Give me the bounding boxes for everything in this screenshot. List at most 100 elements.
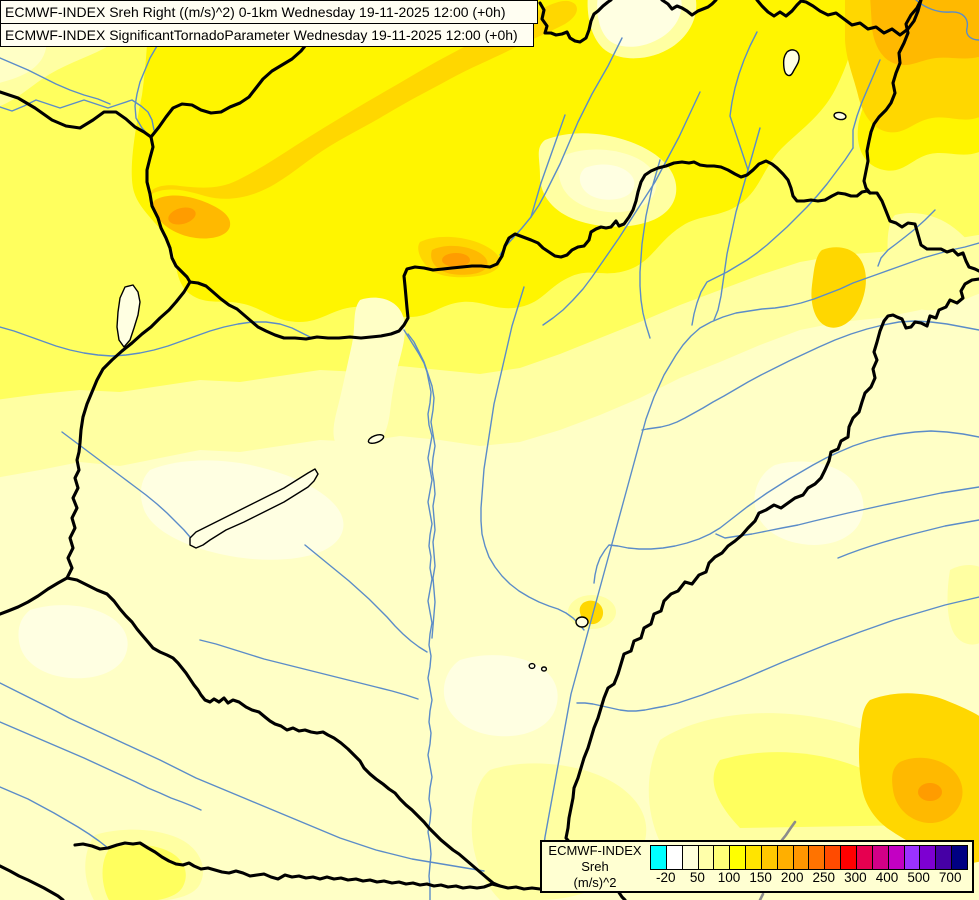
river-hernad-upper bbox=[729, 31, 758, 171]
fill-ua-corner-pale bbox=[887, 213, 979, 311]
legend-ticks: -20 50 100 150 200 250 300 400 500 700 bbox=[542, 870, 972, 890]
colorbar-tick: 150 bbox=[749, 870, 772, 885]
fill-gold-band bbox=[148, 0, 577, 199]
lake-neusiedl bbox=[116, 284, 141, 348]
title-line-1: ECMWF-INDEX Sreh Right ((m/s)^2) 0-1km W… bbox=[0, 0, 538, 24]
river-raba bbox=[0, 321, 311, 357]
river-maros bbox=[576, 596, 979, 712]
fill-orange-spot-west bbox=[168, 207, 196, 225]
lake-tisza-to bbox=[575, 616, 589, 628]
border-poland-slovakia-b bbox=[660, 0, 718, 17]
river-hernad bbox=[713, 127, 761, 321]
river-zagyva bbox=[480, 286, 585, 631]
colorbar-cell bbox=[888, 846, 905, 869]
lake-velence bbox=[367, 434, 385, 444]
river-kapos bbox=[199, 639, 419, 700]
river-sajo bbox=[639, 159, 661, 339]
river-danube-upper bbox=[0, 99, 155, 131]
border-austria-czech bbox=[0, 90, 153, 139]
fill-gold-east bbox=[811, 247, 866, 328]
colorbar-tick: 300 bbox=[844, 870, 867, 885]
river-mura bbox=[0, 721, 202, 811]
colorbar-tick: 500 bbox=[907, 870, 930, 885]
river-nitra bbox=[530, 114, 566, 218]
lake-small-2 bbox=[540, 666, 548, 672]
colorbar-tick: 400 bbox=[875, 870, 899, 885]
colorbar-cell bbox=[793, 846, 810, 869]
colorbar-tick: 200 bbox=[780, 870, 804, 885]
border-austria-slovenia bbox=[0, 576, 69, 616]
fill-west-danube-streak bbox=[333, 297, 405, 456]
fill-east-central-pale bbox=[754, 461, 864, 545]
border-croatia-hungary-drava bbox=[73, 841, 542, 891]
legend-subtitle: Sreh bbox=[581, 859, 609, 874]
fill-orange-spot-se bbox=[918, 783, 942, 801]
fill-orange-spot-bend bbox=[442, 253, 470, 267]
colorbar-cell bbox=[936, 846, 953, 869]
river-vah bbox=[499, 37, 623, 256]
border-poland-slovakia-a bbox=[538, 0, 613, 44]
fill-amber-northeast bbox=[870, 0, 979, 66]
fill-se-bright bbox=[713, 752, 920, 828]
lake-balaton bbox=[189, 468, 319, 549]
colorbar-cell bbox=[777, 846, 794, 869]
legend-box: ECMWF-INDEX Sreh (m/s)^2 -20 50 100 150 200 2… bbox=[540, 840, 974, 893]
colorbar-cell bbox=[651, 846, 667, 869]
legend-label-block: ECMWF-INDEX Sreh (m/s)^2 bbox=[544, 843, 646, 891]
border-ukraine-hungary bbox=[868, 191, 979, 273]
river-danube-south-b bbox=[407, 333, 436, 639]
river-zala bbox=[61, 431, 191, 538]
river-berettyo bbox=[837, 519, 979, 559]
colorbar-cell bbox=[809, 846, 826, 869]
river-koros-south bbox=[715, 486, 979, 539]
river-koros-north bbox=[593, 430, 979, 584]
lake-small-1 bbox=[528, 662, 536, 670]
legend-title: ECMWF-INDEX bbox=[548, 843, 642, 858]
fill-south-center-pale bbox=[443, 655, 558, 737]
legend-units: (m/s)^2 bbox=[573, 875, 617, 890]
colorbar-cell bbox=[714, 846, 731, 869]
river-szamos bbox=[641, 320, 979, 431]
border-serbia-romania-gray bbox=[780, 820, 797, 842]
border-poland-slovakia-c bbox=[755, 0, 923, 37]
lake-zemplinska bbox=[833, 111, 847, 121]
lakes bbox=[116, 49, 847, 672]
fill-central-valley3 bbox=[579, 164, 635, 200]
fill-sw-pale bbox=[18, 605, 128, 679]
border-slovenia-croatia-hungary bbox=[65, 576, 502, 888]
river-danube-south-a bbox=[403, 329, 433, 900]
colorbar-cell bbox=[841, 846, 857, 869]
border-romania-hungary bbox=[564, 277, 979, 900]
legend-colorbar bbox=[650, 845, 968, 870]
river-laborec bbox=[852, 59, 881, 149]
border-austria-slovakia bbox=[145, 135, 192, 284]
colorbar-tick: 50 bbox=[689, 870, 705, 885]
colorbar-tick: -20 bbox=[656, 870, 676, 885]
fill-right-edge-bright bbox=[947, 565, 979, 645]
river-bodrog bbox=[691, 147, 854, 326]
colorbar-cell bbox=[761, 846, 778, 869]
colorbar-cell bbox=[856, 846, 873, 869]
colorbar-cell bbox=[904, 846, 921, 869]
river-hron bbox=[542, 91, 701, 326]
colorbar-cell bbox=[698, 846, 715, 869]
river-nw-1 bbox=[0, 57, 111, 105]
colorbar-cell bbox=[872, 846, 889, 869]
colorbar-cell bbox=[920, 846, 937, 869]
river-sava bbox=[0, 786, 109, 849]
colorbar-cell bbox=[730, 846, 747, 869]
colorbar-cell bbox=[666, 846, 683, 869]
river-drava bbox=[0, 682, 485, 872]
colorbar-cell bbox=[825, 846, 842, 869]
river-sio bbox=[304, 544, 428, 653]
border-austria-hungary bbox=[65, 280, 192, 580]
river-tisza bbox=[543, 242, 979, 846]
colorbar-tick: 700 bbox=[938, 870, 962, 885]
border-bottom-left bbox=[0, 864, 65, 900]
border-slovakia-hungary bbox=[188, 159, 872, 341]
river-ne-corner bbox=[915, 0, 979, 41]
colorbar-cell bbox=[682, 846, 699, 869]
